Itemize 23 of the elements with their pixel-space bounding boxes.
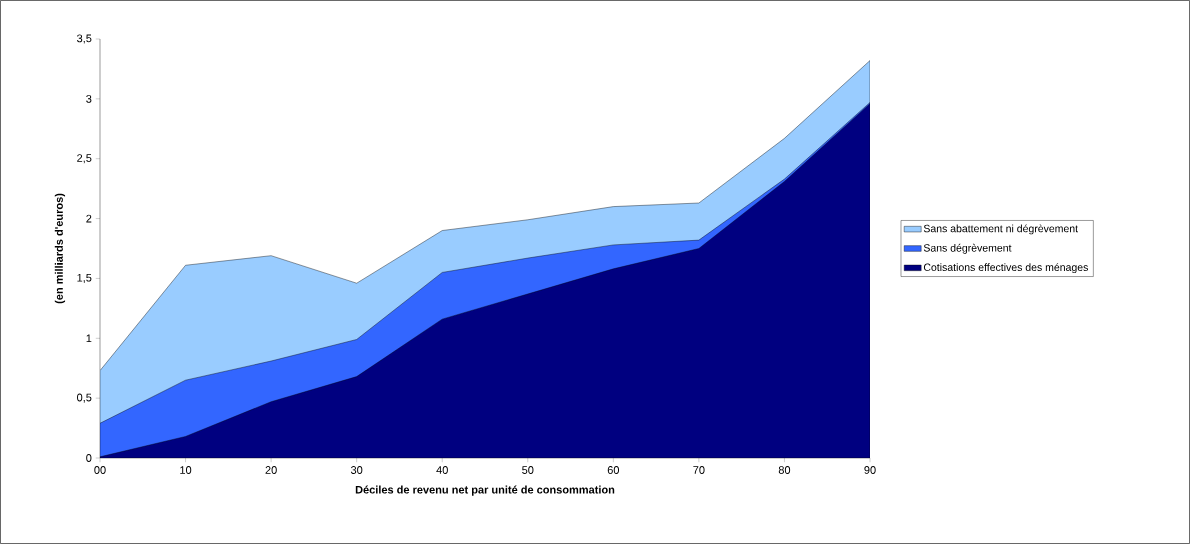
x-tick-label: 90 <box>864 466 876 474</box>
x-tick-label: 20 <box>265 466 277 474</box>
x-tick-label: 10 <box>180 466 192 474</box>
x-axis-title: Déciles de revenu net par unité de consommation <box>355 485 615 496</box>
y-tick-label: 0 <box>86 454 92 462</box>
legend-label: Sans abattement ni dégrèvement <box>923 224 1078 235</box>
legend-label: Sans dégrèvement <box>923 243 1012 254</box>
y-axis-title: (en milliards d'euros) <box>54 193 66 304</box>
y-tick-label: 1 <box>86 334 92 343</box>
legend-label: Cotisations effectives des ménages <box>923 263 1088 274</box>
y-tick-label: 0,5 <box>77 393 92 403</box>
y-tick-label: 3 <box>86 94 92 103</box>
y-tick-label: 2,5 <box>77 154 92 164</box>
x-tick-label: 50 <box>522 466 534 474</box>
x-tick-label: 80 <box>778 466 791 474</box>
y-tick-label: 1,5 <box>77 273 92 283</box>
x-tick-label: 40 <box>436 466 448 474</box>
x-tick-label: 30 <box>350 466 363 474</box>
x-tick-label: 00 <box>94 466 106 474</box>
y-tick-label: 3,5 <box>77 34 92 44</box>
x-tick-label: 60 <box>607 466 620 474</box>
x-tick-label: 70 <box>693 466 705 474</box>
y-tick-label: 2 <box>86 214 92 223</box>
